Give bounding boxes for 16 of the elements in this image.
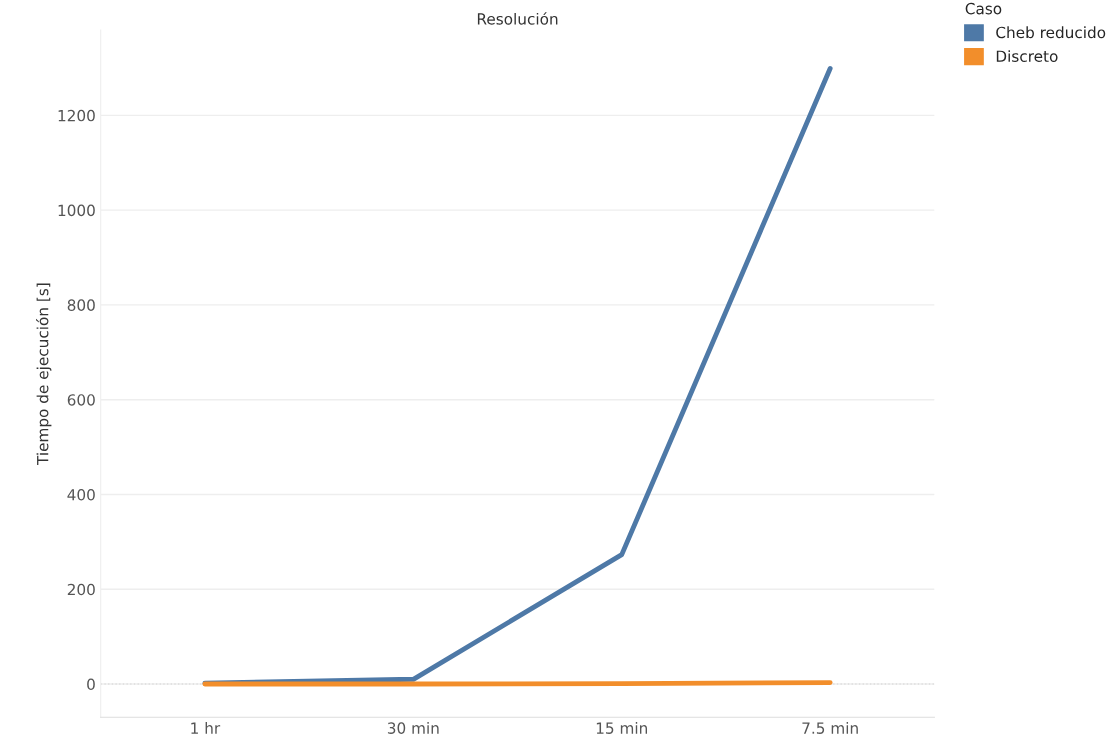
x-axis-title: Resolución: [477, 12, 558, 25]
legend-title: Caso: [965, 2, 1002, 15]
x-tick-label: 30 min: [387, 722, 439, 734]
y-tick-label: 800: [67, 299, 95, 311]
legend-label: Discreto: [996, 50, 1058, 62]
y-tick-label: 200: [67, 583, 95, 596]
y-tick-label: 600: [67, 394, 95, 406]
y-tick-label: 0: [87, 678, 95, 691]
y-tick-label: 1200: [58, 109, 95, 122]
y-tick-label: 400: [67, 488, 95, 501]
y-axis-title: Tiempo de ejecución [s]: [36, 283, 52, 466]
legend-label: Cheb reducido: [996, 26, 1106, 39]
x-tick-label: 15 min: [596, 722, 647, 734]
y-tick-label: 1000: [58, 204, 95, 217]
x-tick-label: 1 hr: [191, 722, 221, 734]
x-tick-label: 7.5 min: [802, 722, 858, 734]
